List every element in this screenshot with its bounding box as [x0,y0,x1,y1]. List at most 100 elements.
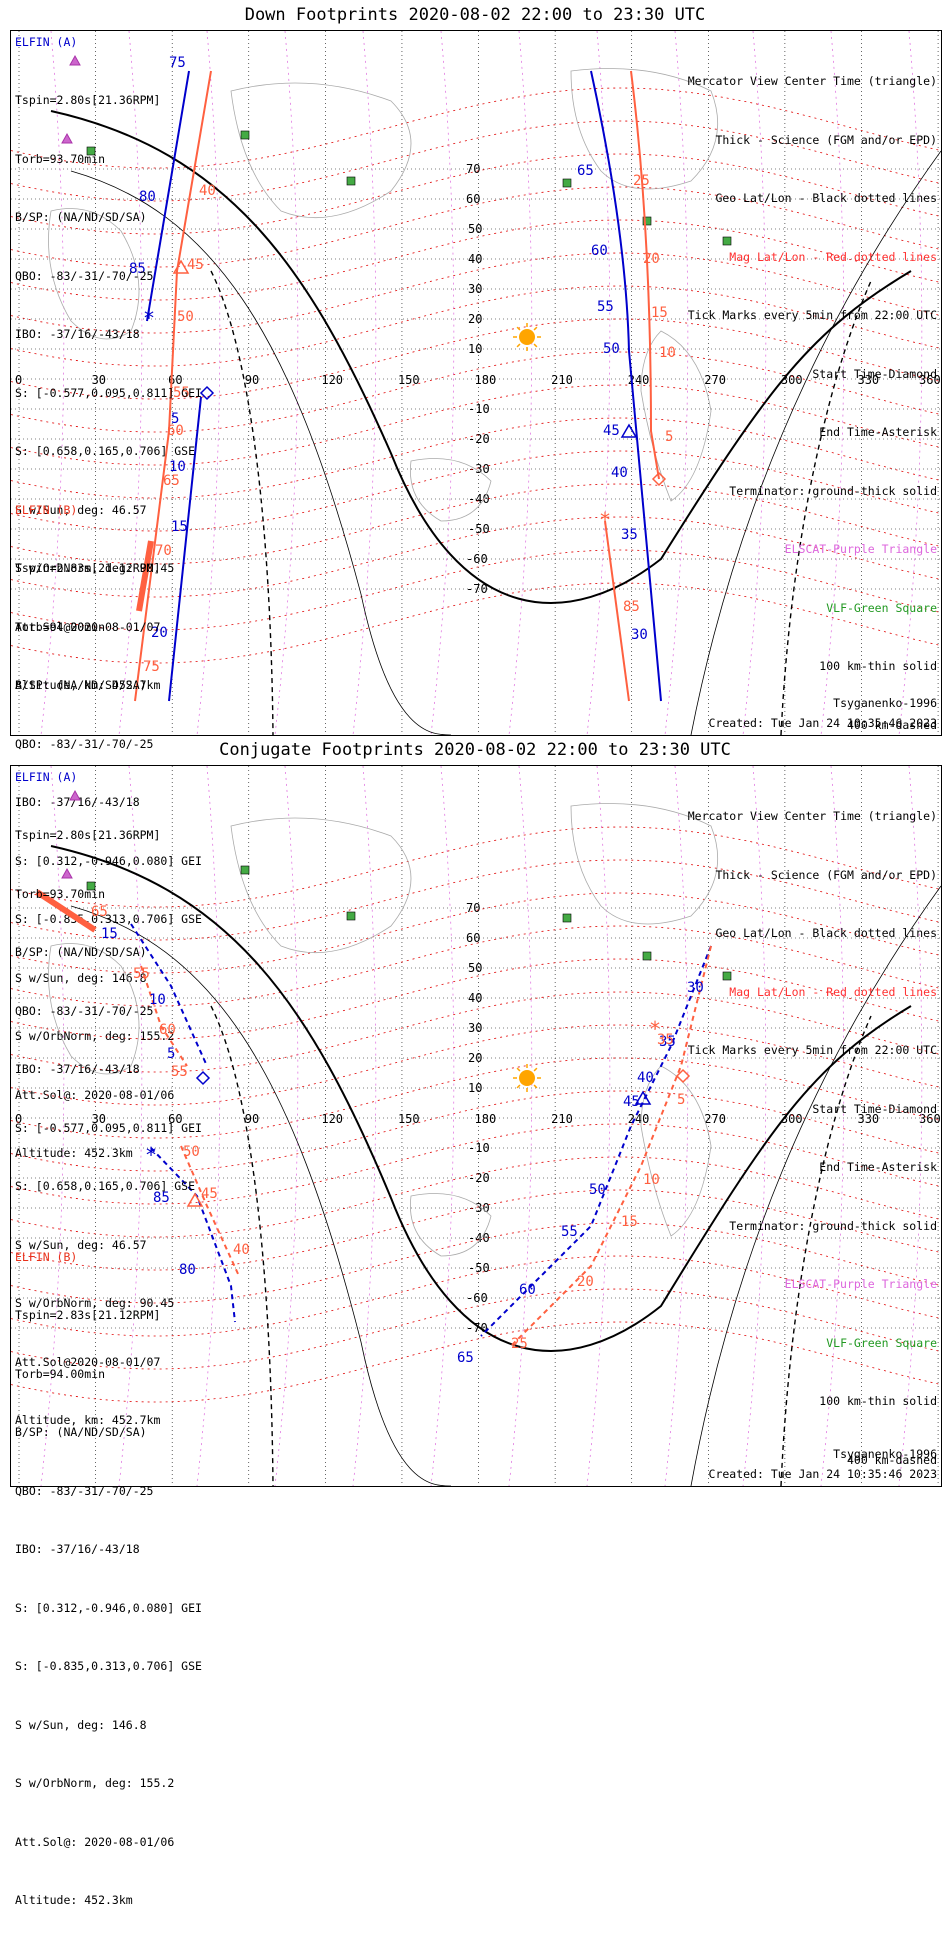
coastline [48,943,140,1075]
coastline [48,208,140,340]
mag-lat-line [11,120,941,202]
lat-tick-label: -10 [468,1141,490,1155]
lon-tick-label: 180 [475,373,497,387]
elfin-b-line: Torb=94.00min [15,619,106,634]
mag-lat-line [11,450,941,532]
elfin-b-track [140,965,188,1067]
lon-tick-label: 240 [628,373,650,387]
lon-tick-label: 330 [857,373,879,387]
elfin-a-tick-label: 40 [637,1070,654,1086]
elfin-b-tick-label: 60 [159,1022,176,1038]
elfin-b-tick-label: 50 [183,1144,200,1160]
elfin-b-tick-label: 25 [633,173,650,189]
elfin-a-center-triangle [634,1090,652,1105]
lon-tick-label: 360 [919,1112,941,1126]
elfin-b-line: S w/Sun, deg: 146.8 [15,970,147,985]
elfin-a-name: ELFIN (A) [15,770,78,784]
mag-lat-line [11,417,941,499]
elfin-a-tick-label: 5 [171,411,179,427]
elfin-a-tick-label: 50 [603,341,620,357]
vlf-station-square [722,971,732,981]
lon-tick-label: 150 [398,373,420,387]
sun-ray [516,1084,521,1089]
lat-tick-label: -10 [468,402,490,416]
lat-tick-label: 70 [466,162,480,176]
elfin-b-tick-label: 5 [677,1092,685,1108]
sun-icon [519,1070,535,1086]
elfin-b-tick-label: 65 [163,473,180,489]
mag-lon-line [40,766,65,1486]
vlf-station-square [642,216,652,226]
elfin-a-tick-label: 30 [631,627,648,643]
legend-item: 100 km-thin solid [819,659,937,673]
elfin-b-tick-label: 55 [173,385,190,401]
mag-lat-line [11,1090,941,1172]
elfin-b-track [134,70,212,702]
coastline [640,1065,712,1237]
legend-item: Mercator View Center Time (triangle) [687,809,937,823]
mag-lon-line [586,31,611,735]
mag-lon-line [898,766,923,1486]
mag-lon-line [430,766,455,1486]
elfin-b-line: Torb=94.00min [15,1366,106,1381]
legend-item: 100 km-thin solid [819,1394,937,1408]
lat-tick-label: 30 [468,1021,482,1035]
lat-tick-label: 20 [468,1051,482,1065]
elfin-b-line: IBO: -37/16/-43/18 [15,1542,140,1556]
elfin-b-tick-label: 10 [643,1172,660,1188]
elfin-b-line: QBO: -83/-31/-70/-25 [15,736,154,751]
mag-lat-line [11,991,941,1073]
mag-lat-line [11,1156,941,1238]
legend: Mercator View Center Time (triangle) Thi… [688,33,937,774]
terminator-400km-line [210,270,274,735]
elfin-b-center-triangle [172,259,190,274]
elfin-a-end-asterisk: * [143,306,155,330]
elfin-a-tick-label: 55 [597,299,614,315]
sun-ray [533,1067,538,1072]
elfin-b-end-asterisk: * [599,508,611,532]
legend-item: Terminator: ground-thick solid [729,1218,937,1233]
elfin-a-track [590,70,662,702]
sun-ray [533,343,538,348]
elfin-a-line: Att.Sol@2020-08-01/07 [15,1354,161,1369]
terminator-400km-line [780,1015,872,1486]
vlf-station-square [722,236,732,246]
elfin-b-tick-label: 15 [621,1214,638,1230]
elfin-a-tick-label: 10 [169,459,186,475]
elfin-a-tick-label: 30 [687,980,704,996]
vlf-station-square [346,911,356,921]
elfin-a-tick-label: 85 [153,1190,170,1206]
lat-tick-label: 10 [468,1081,482,1095]
legend-item: End Time-Asterisk [819,1160,937,1174]
mag-lat-line [11,549,941,631]
lat-tick-label: 30 [468,282,482,296]
elfin-b-info: Tspin=2.83s[21.12RPM] Torb=94.00min B/SP… [15,1267,202,1950]
mag-lat-line [11,859,941,941]
terminator-100km-line [70,170,452,735]
elfin-a-start-diamond [195,1070,211,1086]
elfin-b-line: S: [-0.835,0.313,0.706] GSE [15,1659,202,1673]
mag-lat-line [11,516,941,598]
lat-tick-label: 10 [468,342,482,356]
legend-item: Geo Lat/Lon - Black dotted lines [715,926,937,940]
lat-tick-label: -40 [468,1231,490,1245]
elfin-b-start-diamond [675,1068,691,1084]
footer-right: Tsyganenko-1996 Created: Tue Jan 24 10:3… [709,1445,937,1484]
mag-lat-line [11,925,941,1007]
elfin-a-center-triangle [620,423,638,438]
elfin-a-track [150,1147,236,1323]
mag-lat-line [11,1255,941,1337]
lon-tick-label: 0 [15,1112,22,1126]
elfin-a-track [130,923,208,1067]
elfin-b-line: Tspin=2.83s[21.12RPM] [15,1308,161,1322]
elfin-a-line: S: [-0.577,0.095,0.811] GEI [15,1120,202,1135]
elfin-b-tick-label: 20 [577,1274,594,1290]
lon-tick-label: 150 [398,1112,420,1126]
panel-title-conjugate: Conjugate Footprints 2020-08-02 22:00 to… [219,740,731,760]
legend-item: 400 km-dashed [846,1452,937,1467]
elfin-b-line: S w/OrbNorm, deg: 155.2 [15,1776,175,1790]
elfin-a-tick-label: 15 [171,519,188,535]
elfin-a-line: QBO: -83/-31/-70/-25 [15,1003,154,1018]
lat-tick-label: -20 [468,1171,490,1185]
elfin-a-line: S: [0.658,0.165,0.706] GSE [15,444,196,458]
